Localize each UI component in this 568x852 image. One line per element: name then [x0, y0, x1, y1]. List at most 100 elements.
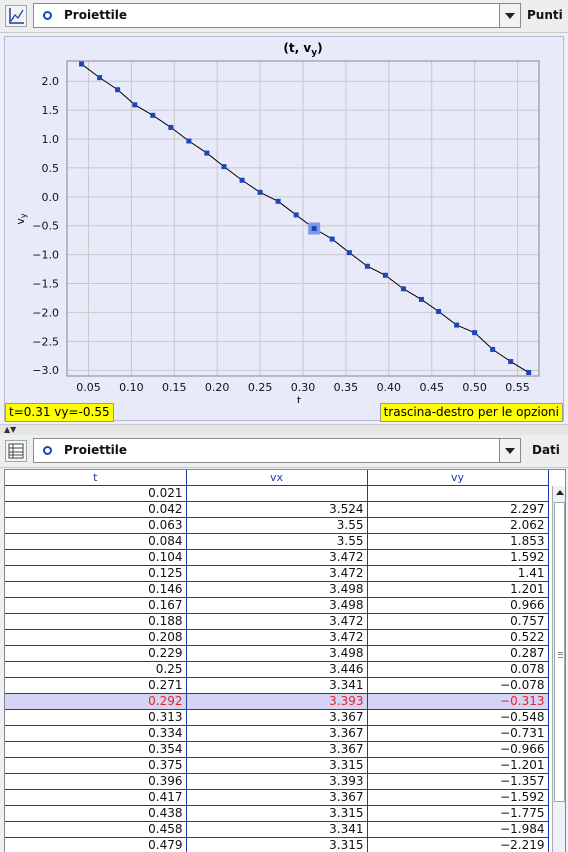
table-row[interactable]: 0.438 3.315 −1.775 [5, 805, 549, 822]
table-cell-vy[interactable]: −0.078 [367, 677, 549, 694]
chevron-down-icon[interactable] [499, 4, 520, 27]
table-row[interactable]: 0.084 3.55 1.853 [5, 533, 549, 550]
table-cell-vy[interactable]: 2.297 [367, 501, 549, 518]
table-cell-vx[interactable]: 3.498 [186, 581, 368, 598]
table-row[interactable]: 0.334 3.367 −0.731 [5, 725, 549, 742]
data-point[interactable] [311, 225, 317, 231]
table-view-icon[interactable] [5, 440, 27, 462]
table-cell-vx[interactable]: 3.341 [186, 821, 368, 838]
column-header-vy[interactable]: vy [367, 470, 549, 486]
table-cell-t[interactable]: 0.334 [5, 725, 187, 742]
table-cell-t[interactable]: 0.125 [5, 565, 187, 582]
table-cell-vx[interactable]: 3.446 [186, 661, 368, 678]
table-cell-vx[interactable]: 3.472 [186, 565, 368, 582]
data-point[interactable] [150, 112, 156, 118]
table-cell-t[interactable]: 0.063 [5, 517, 187, 534]
table-cell-t[interactable]: 0.458 [5, 821, 187, 838]
table-cell-vy[interactable]: 0.966 [367, 597, 549, 614]
dataset-dropdown-table[interactable]: Proiettile [33, 438, 521, 463]
dataset-dropdown[interactable]: Proiettile [33, 3, 521, 28]
data-point[interactable] [364, 263, 370, 269]
data-point[interactable] [329, 236, 335, 242]
table-row[interactable]: 0.271 3.341 −0.078 [5, 677, 549, 694]
table-cell-vy[interactable]: 1.201 [367, 581, 549, 598]
table-cell-vy[interactable]: −1.775 [367, 805, 549, 822]
table-row[interactable]: 0.375 3.315 −1.201 [5, 757, 549, 774]
table-cell-vx[interactable]: 3.315 [186, 757, 368, 774]
table-cell-t[interactable]: 0.208 [5, 629, 187, 646]
table-cell-vx[interactable]: 3.472 [186, 549, 368, 566]
data-point[interactable] [204, 150, 210, 156]
data-point[interactable] [239, 177, 245, 183]
table-row[interactable]: 0.229 3.498 0.287 [5, 645, 549, 662]
data-point[interactable] [132, 102, 138, 108]
table-cell-vy[interactable]: 0.757 [367, 613, 549, 630]
table-row[interactable]: 0.167 3.498 0.966 [5, 597, 549, 614]
data-point[interactable] [168, 124, 174, 130]
data-point[interactable] [526, 370, 532, 376]
table-row[interactable]: 0.354 3.367 −0.966 [5, 741, 549, 758]
data-point[interactable] [454, 322, 460, 328]
table-row[interactable]: 0.479 3.315 −2.219 [5, 837, 549, 852]
table-cell-vx[interactable]: 3.498 [186, 645, 368, 662]
table-cell-vy[interactable]: −1.984 [367, 821, 549, 838]
data-view-label[interactable]: Dati [532, 443, 560, 457]
data-point[interactable] [293, 212, 299, 218]
table-cell-t[interactable]: 0.021 [5, 485, 187, 502]
table-cell-t[interactable]: 0.25 [5, 661, 187, 678]
data-point[interactable] [382, 272, 388, 278]
table-cell-t[interactable]: 0.396 [5, 773, 187, 790]
data-point[interactable] [221, 164, 227, 170]
table-cell-vx[interactable]: 3.367 [186, 725, 368, 742]
scrollbar-thumb[interactable] [554, 502, 565, 802]
table-cell-vy[interactable]: 1.41 [367, 565, 549, 582]
table-row[interactable]: 0.188 3.472 0.757 [5, 613, 549, 630]
table-cell-t[interactable]: 0.167 [5, 597, 187, 614]
table-cell-t[interactable]: 0.292 [5, 693, 187, 710]
table-cell-vy[interactable]: 2.062 [367, 517, 549, 534]
table-cell-vy[interactable]: 0.522 [367, 629, 549, 646]
data-point[interactable] [490, 346, 496, 352]
data-point[interactable] [97, 75, 103, 81]
table-cell-vx[interactable]: 3.367 [186, 789, 368, 806]
table-row[interactable]: 0.021 [5, 485, 549, 502]
table-cell-t[interactable]: 0.438 [5, 805, 187, 822]
table-cell-vx[interactable]: 3.393 [186, 773, 368, 790]
table-cell-vy[interactable]: −0.548 [367, 709, 549, 726]
table-row[interactable]: 0.292 3.393 −0.313 [5, 693, 549, 710]
table-cell-vy[interactable]: 1.853 [367, 533, 549, 550]
table-row[interactable]: 0.25 3.446 0.078 [5, 661, 549, 678]
plot-panel[interactable]: (t, vy) 2.0 1.5 1.0 0.5 0.0 −0.5 −1.0 −1.5 −2.0 −… [4, 36, 564, 421]
table-cell-vy[interactable]: −1.357 [367, 773, 549, 790]
data-point[interactable] [400, 286, 406, 292]
data-point[interactable] [508, 359, 514, 365]
points-view-label[interactable]: Punti [527, 8, 563, 22]
data-point[interactable] [346, 250, 352, 256]
table-cell-vx[interactable]: 3.341 [186, 677, 368, 694]
table-row[interactable]: 0.458 3.341 −1.984 [5, 821, 549, 838]
table-cell-t[interactable]: 0.084 [5, 533, 187, 550]
table-row[interactable]: 0.146 3.498 1.201 [5, 581, 549, 598]
data-point[interactable] [418, 296, 424, 302]
table-row[interactable]: 0.063 3.55 2.062 [5, 517, 549, 534]
data-point[interactable] [186, 138, 192, 144]
table-cell-vy[interactable] [367, 485, 549, 502]
table-cell-vx[interactable]: 3.498 [186, 597, 368, 614]
table-cell-vx[interactable] [186, 485, 368, 502]
table-cell-vy[interactable]: −1.201 [367, 757, 549, 774]
table-cell-t[interactable]: 0.354 [5, 741, 187, 758]
table-cell-vy[interactable]: −1.592 [367, 789, 549, 806]
table-cell-vx[interactable]: 3.367 [186, 741, 368, 758]
table-row[interactable]: 0.417 3.367 −1.592 [5, 789, 549, 806]
table-row[interactable]: 0.396 3.393 −1.357 [5, 773, 549, 790]
vy-vs-t-plot[interactable]: (t, vy) 2.0 1.5 1.0 0.5 0.0 −0.5 −1.0 −1.5 −2.0 −… [5, 37, 563, 403]
plot-view-icon[interactable] [5, 5, 27, 27]
data-point[interactable] [79, 61, 85, 67]
table-row[interactable]: 0.042 3.524 2.297 [5, 501, 549, 518]
table-cell-vy[interactable]: −2.219 [367, 837, 549, 852]
table-cell-vy[interactable]: −0.966 [367, 741, 549, 758]
table-cell-vx[interactable]: 3.315 [186, 805, 368, 822]
table-row[interactable]: 0.208 3.472 0.522 [5, 629, 549, 646]
table-cell-vy[interactable]: −0.731 [367, 725, 549, 742]
table-row[interactable]: 0.125 3.472 1.41 [5, 565, 549, 582]
